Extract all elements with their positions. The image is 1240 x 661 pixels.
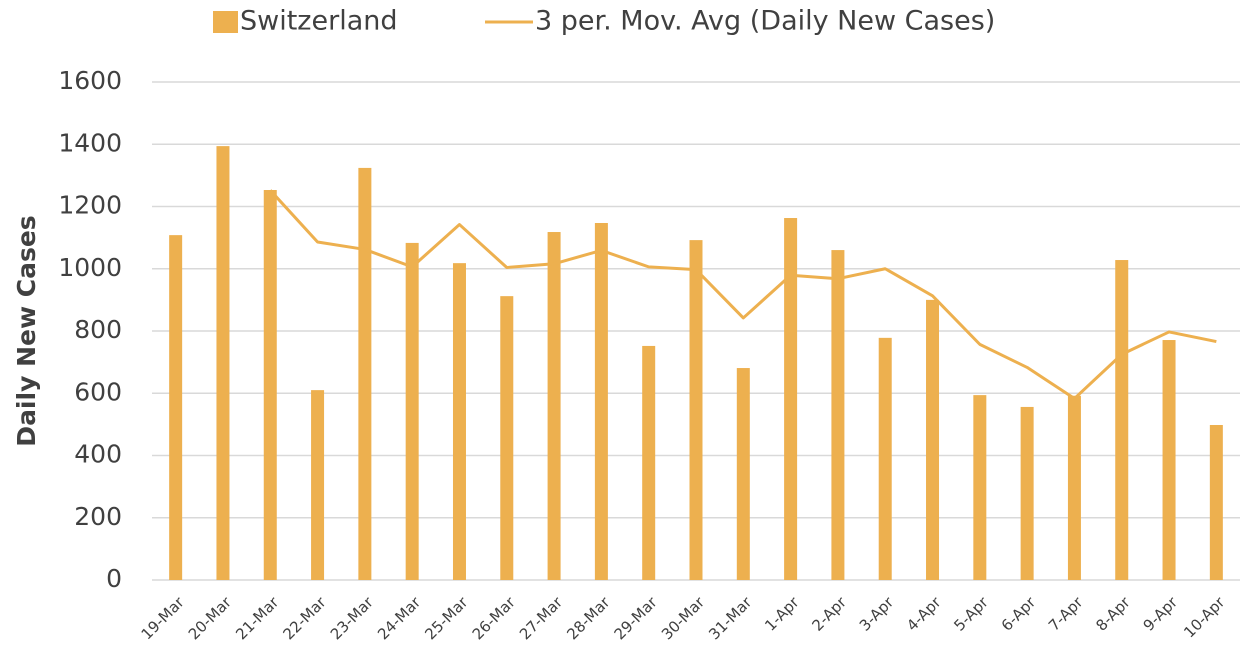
x-tick-label: 24-Mar (374, 593, 425, 644)
bar (405, 242, 419, 580)
x-tick-label: 19-Mar (138, 593, 189, 644)
bar (311, 390, 325, 580)
x-tick-label: 29-Mar (611, 593, 662, 644)
bar (736, 368, 750, 580)
bar (689, 240, 703, 581)
y-tick-label: 600 (74, 377, 122, 406)
x-tick-label: 7-Apr (1045, 593, 1087, 635)
bar (594, 222, 608, 580)
legend-label: 3 per. Mov. Avg (Daily New Cases) (535, 6, 995, 37)
bar (216, 146, 230, 580)
y-tick-label: 400 (74, 440, 122, 469)
x-tick-label: 26-Mar (469, 593, 520, 644)
x-tick-label: 27-Mar (516, 593, 567, 644)
x-tick-label: 23-Mar (327, 593, 378, 644)
bar (1020, 406, 1034, 580)
x-tick-label: 10-Apr (1180, 593, 1229, 642)
x-tick-label: 25-Mar (421, 593, 472, 644)
legend-swatch (213, 11, 238, 33)
bar (547, 232, 561, 580)
bar (878, 337, 892, 580)
x-tick-label: 9-Apr (1140, 593, 1182, 635)
legend-label: Switzerland (240, 6, 398, 37)
moving-average-line (269, 189, 1217, 401)
y-tick-label: 1600 (58, 66, 122, 95)
x-tick-label: 1-Apr (761, 593, 803, 635)
x-tick-label: 3-Apr (856, 593, 898, 635)
bar (926, 299, 940, 580)
x-tick-label: 6-Apr (998, 593, 1040, 635)
y-tick-label: 1200 (58, 191, 122, 220)
x-tick-label: 30-Mar (658, 593, 709, 644)
x-tick-label: 22-Mar (280, 593, 331, 644)
x-tick-label: 31-Mar (705, 593, 756, 644)
bar (642, 345, 656, 580)
bar (169, 235, 183, 580)
y-tick-label: 200 (74, 502, 122, 531)
x-tick-label: 28-Mar (563, 593, 614, 644)
y-tick-label: 1400 (58, 128, 122, 157)
y-tick-label: 0 (106, 564, 122, 593)
x-tick-label: 21-Mar (232, 593, 283, 644)
bar (452, 263, 466, 580)
x-tick-label: 2-Apr (809, 593, 851, 635)
bar (358, 167, 372, 580)
y-axis-title: Daily New Cases (12, 215, 41, 446)
bar (263, 190, 277, 580)
bar (784, 218, 798, 581)
x-tick-label: 5-Apr (950, 593, 992, 635)
x-tick-label: 20-Mar (185, 593, 236, 644)
bar (831, 250, 845, 580)
x-tick-label: 8-Apr (1092, 593, 1134, 635)
bar (1162, 340, 1176, 580)
bar (973, 395, 987, 580)
bar (1209, 424, 1223, 580)
bar (1067, 395, 1081, 580)
y-tick-label: 1000 (58, 253, 122, 282)
y-tick-label: 800 (74, 315, 122, 344)
bar (1115, 260, 1129, 580)
x-tick-label: 4-Apr (903, 593, 945, 635)
bar (500, 296, 514, 580)
